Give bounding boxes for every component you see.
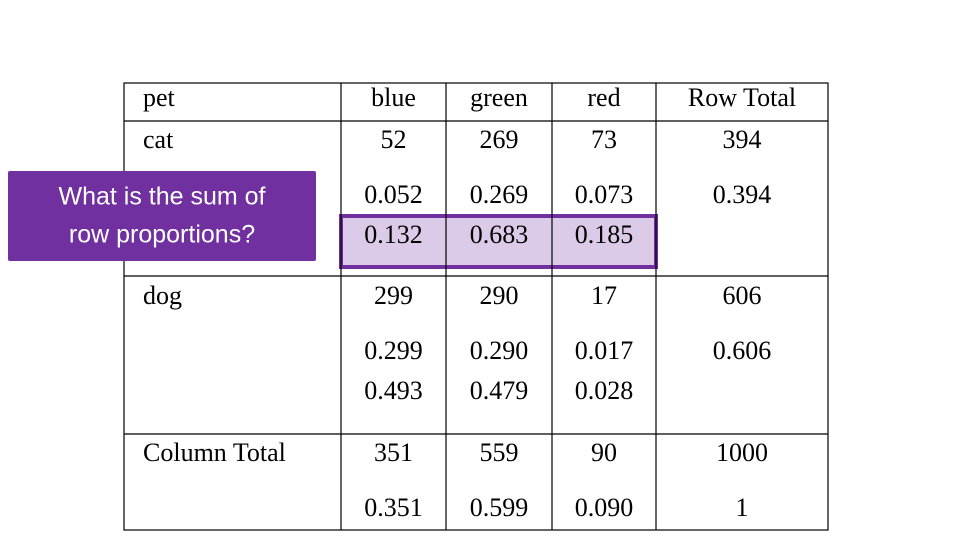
table-cell: 1000 bbox=[716, 438, 768, 467]
table-grid bbox=[123, 82, 829, 531]
table-cell: 1 bbox=[736, 493, 749, 522]
table-cell: 0.683 bbox=[470, 220, 529, 249]
callout-box bbox=[8, 171, 316, 261]
table-cell: 0.290 bbox=[470, 336, 529, 365]
table-cell: 0.073 bbox=[575, 180, 634, 209]
table-cell: 290 bbox=[480, 281, 519, 310]
table-border bbox=[123, 82, 829, 531]
table-cell: 0.351 bbox=[364, 493, 423, 522]
table-cell: 0.052 bbox=[364, 180, 423, 209]
table-cells: pet blue green red Row Total cat 52 0.052 0.132 2… bbox=[143, 83, 796, 522]
header-cell: pet bbox=[143, 83, 176, 112]
table-cell: 606 bbox=[723, 281, 762, 310]
table-cell: 0.017 bbox=[575, 336, 634, 365]
header-cell: blue bbox=[371, 83, 416, 112]
table-cell: 0.028 bbox=[575, 376, 634, 405]
header-cell: Row Total bbox=[688, 83, 796, 112]
table-cell: 0.132 bbox=[364, 220, 423, 249]
table-cell: 299 bbox=[374, 281, 413, 310]
row-label: dog bbox=[143, 281, 182, 310]
table-cell: 52 bbox=[381, 125, 407, 154]
table-cell: 0.090 bbox=[575, 493, 634, 522]
table-cell: 0.493 bbox=[364, 376, 423, 405]
table-cell: 269 bbox=[480, 125, 519, 154]
callout-text: What is the sum of row proportions? bbox=[58, 183, 265, 249]
table-cell: 351 bbox=[374, 438, 413, 467]
table-cell: 394 bbox=[723, 125, 762, 154]
table-cell: 0.394 bbox=[713, 180, 772, 209]
table-cell: 90 bbox=[591, 438, 617, 467]
header-cell: red bbox=[587, 83, 620, 112]
table-cell: 73 bbox=[591, 125, 617, 154]
table-cell: 17 bbox=[591, 281, 617, 310]
callout-line: What is the sum of bbox=[58, 183, 265, 211]
table-cell: 0.185 bbox=[575, 220, 634, 249]
highlight-box bbox=[339, 214, 658, 269]
table-cell: 0.606 bbox=[713, 336, 772, 365]
callout-line: row proportions? bbox=[69, 221, 255, 249]
table-cell: 0.269 bbox=[470, 180, 529, 209]
header-cell: green bbox=[470, 83, 528, 112]
table-cell: 0.479 bbox=[470, 376, 529, 405]
row-label: cat bbox=[143, 125, 174, 154]
table-cell: 0.299 bbox=[364, 336, 423, 365]
table-cell: 0.599 bbox=[470, 493, 529, 522]
row-label: Column Total bbox=[143, 438, 286, 467]
table-cell: 559 bbox=[480, 438, 519, 467]
